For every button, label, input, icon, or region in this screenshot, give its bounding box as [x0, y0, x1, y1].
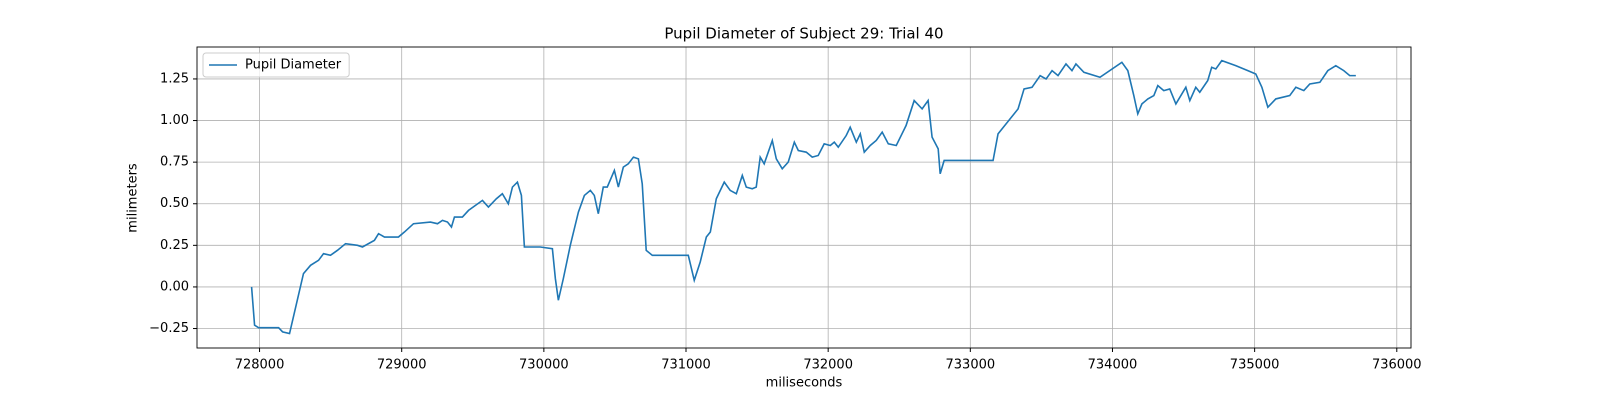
x-tick-label: 736000 [1372, 358, 1422, 373]
x-tick-label: 730000 [519, 358, 569, 373]
x-tick-label: 733000 [946, 358, 996, 373]
y-tick-label: 0.00 [160, 279, 189, 294]
legend-label: Pupil Diameter [245, 58, 342, 73]
y-tick-label: 1.25 [160, 71, 189, 86]
y-tick-label: 0.25 [160, 238, 189, 253]
x-tick-label: 732000 [803, 358, 853, 373]
frame [196, 46, 1412, 349]
y-tick-label: −0.25 [149, 321, 189, 336]
x-tick-label: 729000 [377, 358, 427, 373]
y-axis-label: milimeters [126, 163, 141, 233]
y-tick-label: 0.50 [160, 196, 189, 211]
x-axis-label: miliseconds [766, 376, 843, 391]
data-line [250, 59, 1356, 335]
legend [202, 52, 350, 78]
x-tick-label: 731000 [661, 358, 711, 373]
x-tick-label: 728000 [235, 358, 285, 373]
y-tick-label: 1.00 [160, 113, 189, 128]
y-tick-label: 0.75 [160, 155, 189, 170]
x-tick-label: 735000 [1230, 358, 1280, 373]
x-tick-label: 734000 [1088, 358, 1138, 373]
chart-title: Pupil Diameter of Subject 29: Trial 40 [664, 25, 943, 43]
